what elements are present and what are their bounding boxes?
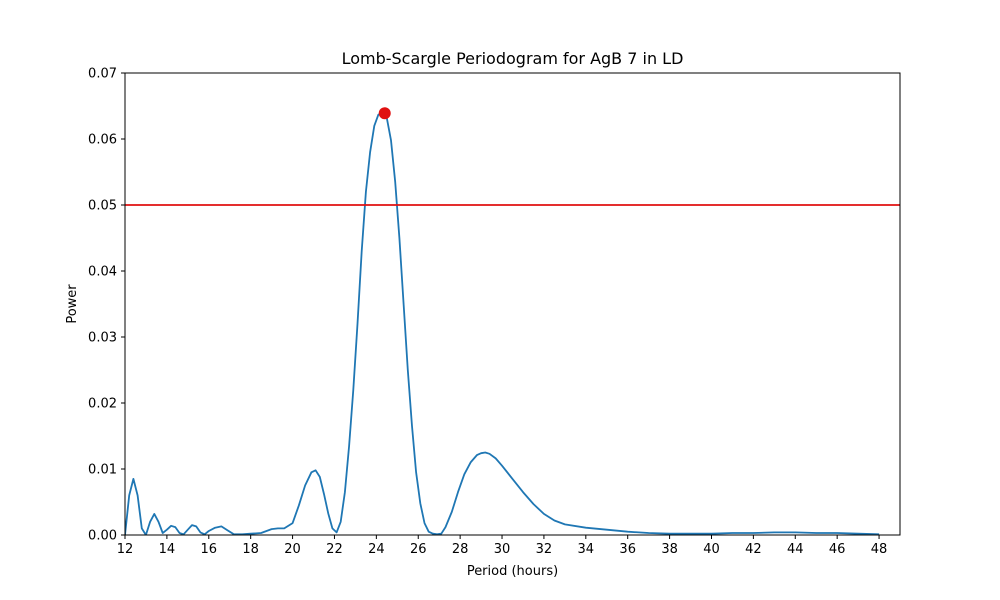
y-tick-label: 0.06	[88, 133, 117, 148]
x-tick-label: 44	[787, 542, 804, 557]
x-tick-label: 46	[829, 542, 846, 557]
x-tick-label: 36	[619, 542, 636, 557]
x-tick-label: 24	[368, 542, 385, 557]
x-axis-label: Period (hours)	[467, 564, 558, 579]
x-tick-label: 18	[242, 542, 259, 557]
y-axis: 0.00 0.01 0.02 0.03 0.04 0.05 0.06 0.07	[88, 67, 125, 544]
x-tick-label: 26	[410, 542, 427, 557]
x-tick-label: 42	[745, 542, 762, 557]
x-tick-label: 40	[703, 542, 720, 557]
y-axis-label: Power	[65, 284, 80, 324]
x-tick-label: 28	[452, 542, 469, 557]
x-tick-label: 22	[326, 542, 343, 557]
y-tick-label: 0.02	[88, 397, 117, 412]
y-tick-label: 0.01	[88, 463, 117, 478]
x-tick-label: 16	[201, 542, 218, 557]
x-axis: 12 14 16 18 20 22 24 26 28 30 32 34 36 38 40 42 44 46 48	[117, 535, 888, 557]
x-tick-label: 38	[661, 542, 678, 557]
y-tick-label: 0.07	[88, 67, 117, 82]
chart-title: Lomb-Scargle Periodogram for AgB 7 in LD	[342, 49, 684, 68]
x-tick-label: 14	[159, 542, 176, 557]
peak-marker	[378, 107, 391, 120]
x-tick-label: 32	[536, 542, 553, 557]
x-tick-label: 12	[117, 542, 134, 557]
x-tick-label: 30	[494, 542, 511, 557]
y-tick-label: 0.05	[88, 199, 117, 214]
y-tick-label: 0.00	[88, 529, 117, 544]
y-tick-label: 0.04	[88, 265, 117, 280]
y-tick-label: 0.03	[88, 331, 117, 346]
x-tick-label: 48	[871, 542, 888, 557]
x-tick-label: 34	[578, 542, 595, 557]
power-line	[125, 112, 880, 535]
plot-frame	[124, 72, 901, 536]
x-tick-label: 20	[284, 542, 301, 557]
